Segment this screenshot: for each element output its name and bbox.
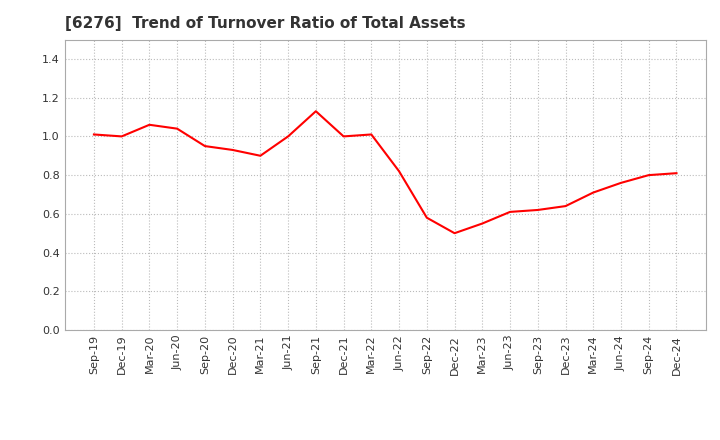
Text: [6276]  Trend of Turnover Ratio of Total Assets: [6276] Trend of Turnover Ratio of Total … xyxy=(65,16,465,32)
